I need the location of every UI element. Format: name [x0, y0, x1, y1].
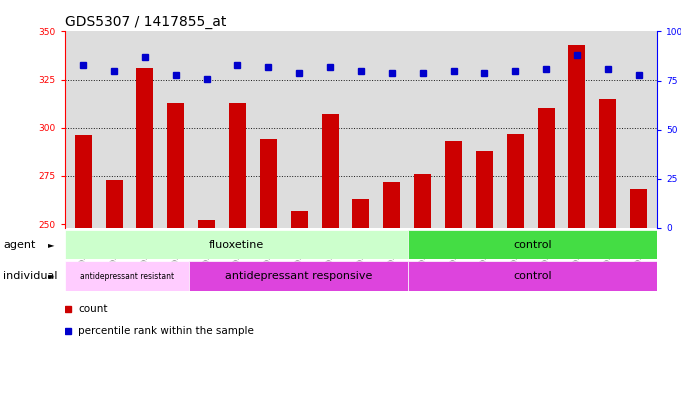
Bar	[229, 103, 246, 228]
Text: GDS5307 / 1417855_at: GDS5307 / 1417855_at	[65, 15, 226, 29]
Bar	[537, 108, 554, 228]
Text: antidepressant resistant: antidepressant resistant	[80, 272, 174, 281]
Text: control: control	[513, 271, 552, 281]
Bar	[260, 140, 277, 228]
Bar	[569, 45, 586, 228]
Bar	[198, 220, 215, 228]
Bar	[408, 261, 657, 291]
Bar	[136, 68, 153, 228]
Text: percentile rank within the sample: percentile rank within the sample	[78, 326, 254, 336]
Bar	[168, 103, 185, 228]
Bar	[445, 141, 462, 228]
Bar	[291, 211, 308, 228]
Bar	[65, 230, 408, 259]
Text: individual: individual	[3, 271, 58, 281]
Bar	[65, 261, 189, 291]
Bar	[75, 136, 92, 228]
Text: fluoxetine: fluoxetine	[208, 240, 264, 250]
Text: agent: agent	[3, 240, 36, 250]
Bar	[476, 151, 493, 228]
Bar	[599, 99, 616, 228]
Text: antidepressant responsive: antidepressant responsive	[225, 271, 373, 281]
Bar	[189, 261, 408, 291]
Bar	[321, 114, 338, 228]
Bar	[630, 189, 647, 228]
Bar	[383, 182, 400, 228]
Bar	[408, 230, 657, 259]
Bar	[353, 199, 369, 228]
Bar	[414, 174, 431, 228]
Text: ►: ►	[48, 240, 54, 249]
Bar	[507, 134, 524, 228]
Text: count: count	[78, 305, 108, 314]
Text: control: control	[513, 240, 552, 250]
Bar	[106, 180, 123, 228]
Text: ►: ►	[48, 272, 54, 281]
